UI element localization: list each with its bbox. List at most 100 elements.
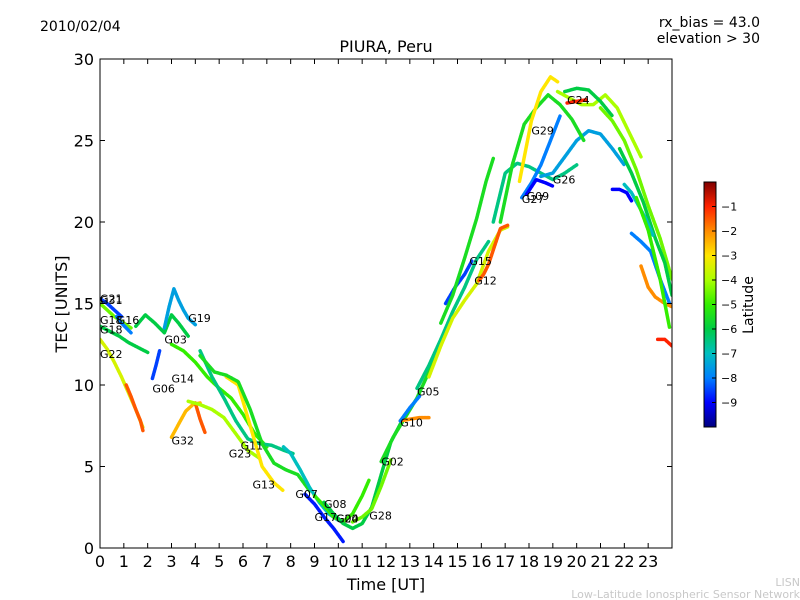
- colorbar-tick-label: −4: [721, 274, 737, 287]
- y-tick-label: 30: [74, 50, 94, 69]
- x-tick-label: 7: [262, 552, 272, 571]
- x-tick-label: 4: [190, 552, 200, 571]
- satellite-label-g06: G06: [152, 382, 175, 395]
- satellite-label-g03: G03: [164, 333, 187, 346]
- x-tick-label: 10: [328, 552, 348, 571]
- satellite-label-g24: G24: [567, 94, 590, 107]
- satellite-label-g12: G12: [474, 275, 497, 288]
- satellite-label-g32: G32: [172, 434, 195, 447]
- axes: 0 1 2 3 4 5 6 7 8 9 10 11 12 13 14 15 16 17 18 19 20 21 22 2305…: [74, 50, 672, 571]
- footer-network: Low-Latitude Ionospheric Sensor Network: [571, 588, 800, 600]
- colorbar-tick-label: −2: [721, 225, 737, 238]
- x-tick-label: 13: [400, 552, 420, 571]
- satellite-label-g10: G10: [400, 417, 423, 430]
- y-tick-label: 10: [74, 376, 94, 395]
- series-g13: [224, 375, 286, 493]
- series-g07: [198, 353, 312, 493]
- satellite-label-g26: G26: [553, 174, 576, 187]
- rx-bias-label: rx_bias = 43.0: [659, 15, 760, 31]
- x-axis-label: Time [UT]: [346, 575, 425, 594]
- series-g27: [491, 161, 579, 224]
- colorbar-tick-label: −5: [721, 299, 737, 312]
- x-tick-label: 3: [166, 552, 176, 571]
- satellite-label-g29: G29: [531, 125, 554, 138]
- colorbar-tick-label: −8: [721, 372, 737, 385]
- series-g32b: [193, 401, 207, 435]
- series-g19e: [634, 195, 672, 330]
- x-tick-label: 12: [376, 552, 396, 571]
- x-tick-label: 23: [638, 552, 658, 571]
- series-g21e: [610, 187, 634, 203]
- x-tick-label: 8: [286, 552, 296, 571]
- colorbar-tick-label: −9: [721, 397, 737, 410]
- y-axis-label: TEC [UNITS]: [52, 256, 71, 354]
- satellite-label-g16: G16: [117, 314, 140, 327]
- satellite-label-g11: G11: [241, 439, 264, 452]
- x-tick-label: 1: [119, 552, 129, 571]
- x-tick-label: 21: [590, 552, 610, 571]
- satellite-label-g13: G13: [253, 478, 276, 491]
- x-tick-label: 5: [214, 552, 224, 571]
- colorbar-tick-label: −6: [721, 323, 737, 336]
- series-g03e: [639, 264, 672, 309]
- y-tick-label: 25: [74, 132, 94, 151]
- satellite-label-g07: G07: [295, 488, 318, 501]
- series-g19: [162, 287, 198, 330]
- series-g21: [100, 296, 124, 319]
- x-tick-label: 14: [423, 552, 443, 571]
- y-tick-label: 15: [74, 295, 94, 314]
- series-g24b: [563, 86, 615, 118]
- x-tick-label: 9: [309, 552, 319, 571]
- data-marks: [100, 75, 672, 544]
- date-label: 2010/02/04: [40, 19, 121, 35]
- satellite-label-g15: G15: [469, 255, 492, 268]
- series-g17: [303, 492, 345, 544]
- colorbar-tick-label: −7: [721, 348, 737, 361]
- series-g31: [100, 301, 133, 330]
- series-g16: [114, 314, 133, 335]
- satellite-label-g22: G22: [100, 348, 123, 361]
- series-g10: [398, 415, 431, 423]
- y-tick-label: 20: [74, 213, 94, 232]
- satellite-label-g18: G18: [100, 324, 123, 337]
- series-g29: [498, 93, 586, 224]
- series-g10b: [398, 394, 422, 423]
- series-g05: [415, 239, 491, 391]
- satellite-label-g21: G21: [100, 293, 123, 306]
- series-g15b: [439, 156, 496, 325]
- x-tick-label: 2: [143, 552, 153, 571]
- satellite-label-g09: G09: [527, 190, 550, 203]
- series-g06e: [655, 337, 672, 348]
- satellite-label-g19: G19: [188, 312, 211, 325]
- series-g11: [198, 349, 295, 456]
- x-tick-label: 22: [614, 552, 634, 571]
- series-g04: [322, 422, 403, 531]
- x-tick-label: 6: [238, 552, 248, 571]
- series-g23: [186, 399, 262, 461]
- series-g28: [350, 458, 393, 524]
- y-tick-label: 0: [84, 539, 94, 558]
- satellite-label-g31: G31: [100, 294, 123, 307]
- series-g24c: [565, 98, 588, 105]
- satellite-label-g17: G17: [315, 511, 338, 524]
- series-g06: [150, 349, 162, 381]
- colorbar-tick-label: −3: [721, 250, 737, 263]
- satellite-label-g27: G27: [522, 193, 545, 206]
- satellite-label-g02: G02: [381, 456, 404, 469]
- series-g09: [520, 114, 562, 200]
- y-tick-label: 5: [84, 458, 94, 477]
- series-g03: [134, 313, 190, 338]
- series-g15: [443, 259, 474, 306]
- satellite-label-g04: G04: [336, 513, 359, 526]
- x-tick-label: 20: [566, 552, 586, 571]
- x-tick-label: 0: [95, 552, 105, 571]
- x-tick-label: 15: [447, 552, 467, 571]
- satellite-label-g18: G18: [100, 314, 123, 327]
- series-g18: [100, 324, 150, 355]
- x-tick-label: 16: [471, 552, 491, 571]
- series-g12b: [477, 223, 510, 283]
- x-tick-label: 19: [543, 552, 563, 571]
- series-g09b: [524, 177, 555, 197]
